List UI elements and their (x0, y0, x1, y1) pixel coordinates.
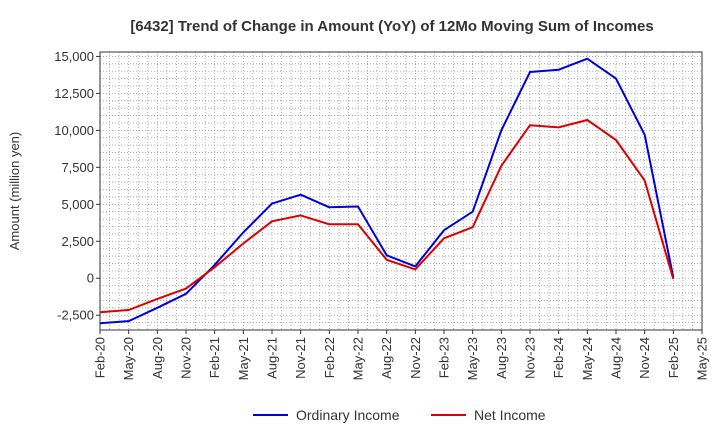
y-tick-label: 10,000 (54, 123, 94, 138)
legend: Ordinary Income Net Income (253, 407, 546, 423)
x-tick-label: Aug-22 (379, 337, 394, 379)
grid (100, 52, 702, 331)
net-income-legend-label: Net Income (474, 407, 546, 423)
x-tick-label: May-21 (236, 337, 251, 380)
x-tick-label: Feb-21 (207, 337, 222, 378)
x-tick-label: May-23 (465, 337, 480, 380)
ordinary-income-line (99, 57, 675, 325)
x-tick-label: Feb-25 (666, 337, 681, 378)
x-tick-label: Nov-24 (637, 337, 652, 379)
y-tick-label: -2,500 (57, 308, 94, 323)
x-tick-label: Aug-20 (150, 337, 165, 379)
x-tick-label: Aug-21 (265, 337, 280, 379)
x-tick-label: May-25 (695, 337, 710, 380)
y-tick-label: 5,000 (61, 197, 94, 212)
x-tick-label: Aug-24 (609, 337, 624, 379)
y-tick-label: 12,500 (54, 86, 94, 101)
x-tick-label: Feb-23 (437, 337, 452, 378)
ordinary-income-legend-label: Ordinary Income (296, 407, 400, 423)
y-tick-label: 2,500 (61, 234, 94, 249)
x-tick-label: Nov-21 (293, 337, 308, 379)
x-tick-label: Nov-20 (179, 337, 194, 379)
y-tick-label: 15,000 (54, 49, 94, 64)
x-tick-label: May-24 (580, 337, 595, 380)
y-axis-title: Amount (million yen) (7, 132, 22, 251)
x-tick-label: Aug-23 (494, 337, 509, 379)
x-tick-label: May-22 (351, 337, 366, 380)
x-tick-label: Feb-24 (551, 337, 566, 378)
x-tick-label: Nov-23 (523, 337, 538, 379)
x-axis: Feb-20 May-20 Aug-20 Nov-20 Feb-21 May-21 Aug-… (93, 330, 710, 380)
plot-border (99, 51, 703, 331)
net-income-line (99, 119, 675, 314)
x-tick-label: Nov-22 (408, 337, 423, 379)
y-tick-label: 7,500 (61, 160, 94, 175)
x-tick-label: Feb-22 (322, 337, 337, 378)
x-tick-label: May-20 (121, 337, 136, 380)
y-tick-label: 0 (87, 271, 94, 286)
y-axis: -2,500 0 2,500 5,000 7,500 10,000 12,500 15,000 (54, 49, 100, 323)
chart-title: [6432] Trend of Change in Amount (YoY) o… (130, 18, 653, 35)
x-tick-label: Feb-20 (93, 337, 108, 378)
series-layer (99, 57, 675, 325)
